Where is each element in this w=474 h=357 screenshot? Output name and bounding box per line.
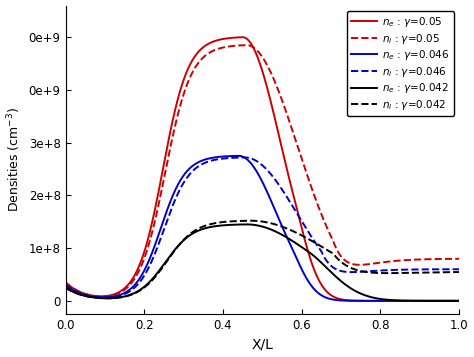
$n_e$ : $\gamma$=0.046: (0.487, 2.44e+08): $\gamma$=0.046: (0.487, 2.44e+08) (254, 170, 260, 175)
$n_i$ : $\gamma$=0.042: (0.972, 5.44e+07): $\gamma$=0.042: (0.972, 5.44e+07) (445, 270, 451, 274)
$n_i$ : $\gamma$=0.05: (1, 7.97e+07): $\gamma$=0.05: (1, 7.97e+07) (456, 257, 462, 261)
Legend: $n_e$ : $\gamma$=0.05, $n_i$ : $\gamma$=0.05, $n_e$ : $\gamma$=0.046, $n_i$ : $\: $n_e$ : $\gamma$=0.05, $n_i$ : $\gamma$=… (347, 11, 454, 116)
$n_i$ : $\gamma$=0.046: (0.487, 2.64e+08): $\gamma$=0.046: (0.487, 2.64e+08) (255, 159, 260, 164)
$n_i$ : $\gamma$=0.046: (1, 5.99e+07): $\gamma$=0.046: (1, 5.99e+07) (456, 267, 462, 271)
Line: $n_e$ : $\gamma$=0.046: $n_e$ : $\gamma$=0.046 (65, 156, 459, 301)
$n_i$ : $\gamma$=0.042: (0.46, 1.52e+08): $\gamma$=0.042: (0.46, 1.52e+08) (244, 218, 249, 223)
$n_e$ : $\gamma$=0.05: (0.971, 0.129): $\gamma$=0.05: (0.971, 0.129) (445, 299, 451, 303)
$n_i$ : $\gamma$=0.05: (0.051, 1.28e+07): $\gamma$=0.05: (0.051, 1.28e+07) (83, 292, 89, 296)
$n_i$ : $\gamma$=0.046: (0.972, 5.99e+07): $\gamma$=0.046: (0.972, 5.99e+07) (445, 267, 451, 271)
$n_i$ : $\gamma$=0.05: (0.972, 7.96e+07): $\gamma$=0.05: (0.972, 7.96e+07) (445, 257, 451, 261)
Y-axis label: Densities (cm$^{-3}$): Densities (cm$^{-3}$) (6, 107, 23, 212)
Line: $n_e$ : $\gamma$=0.05: $n_e$ : $\gamma$=0.05 (65, 37, 459, 301)
$n_e$ : $\gamma$=0.042: (0.46, 1.45e+08): $\gamma$=0.042: (0.46, 1.45e+08) (244, 222, 249, 227)
$n_i$ : $\gamma$=0.05: (0.46, 4.85e+08): $\gamma$=0.05: (0.46, 4.85e+08) (244, 43, 249, 47)
Line: $n_i$ : $\gamma$=0.042: $n_i$ : $\gamma$=0.042 (65, 221, 459, 298)
$n_i$ : $\gamma$=0.042: (0.47, 1.52e+08): $\gamma$=0.042: (0.47, 1.52e+08) (248, 218, 254, 223)
$n_e$ : $\gamma$=0.05: (0.45, 5e+08): $\gamma$=0.05: (0.45, 5e+08) (240, 35, 246, 39)
$n_e$ : $\gamma$=0.042: (0.788, 5.11e+06): $\gamma$=0.042: (0.788, 5.11e+06) (373, 296, 379, 300)
$n_e$ : $\gamma$=0.042: (1, 558): $\gamma$=0.042: (1, 558) (456, 299, 462, 303)
$n_i$ : $\gamma$=0.042: (0.051, 9.06e+06): $\gamma$=0.042: (0.051, 9.06e+06) (83, 294, 89, 298)
$n_e$ : $\gamma$=0.046: (0.44, 2.75e+08): $\gamma$=0.046: (0.44, 2.75e+08) (236, 154, 242, 158)
Line: $n_i$ : $\gamma$=0.05: $n_i$ : $\gamma$=0.05 (65, 45, 459, 296)
$n_i$ : $\gamma$=0.05: (0.487, 4.74e+08): $\gamma$=0.05: (0.487, 4.74e+08) (255, 49, 260, 53)
$n_i$ : $\gamma$=0.046: (0.461, 2.72e+08): $\gamma$=0.046: (0.461, 2.72e+08) (244, 155, 250, 160)
$n_i$ : $\gamma$=0.046: (0.455, 2.72e+08): $\gamma$=0.046: (0.455, 2.72e+08) (242, 155, 247, 160)
Line: $n_i$ : $\gamma$=0.046: $n_i$ : $\gamma$=0.046 (65, 157, 459, 298)
$n_e$ : $\gamma$=0.042: (0.971, 2.71e+03): $\gamma$=0.042: (0.971, 2.71e+03) (445, 299, 451, 303)
$n_e$ : $\gamma$=0.046: (0.788, 742): $\gamma$=0.046: (0.788, 742) (373, 299, 379, 303)
Line: $n_e$ : $\gamma$=0.042: $n_e$ : $\gamma$=0.042 (65, 225, 459, 301)
$n_e$ : $\gamma$=0.05: (1, 0.0721): $\gamma$=0.05: (1, 0.0721) (456, 299, 462, 303)
$n_i$ : $\gamma$=0.042: (0.106, 4.78e+06): $\gamma$=0.042: (0.106, 4.78e+06) (104, 296, 110, 301)
$n_e$ : $\gamma$=0.042: (0, 2.5e+07): $\gamma$=0.042: (0, 2.5e+07) (63, 286, 68, 290)
$n_e$ : $\gamma$=0.05: (0.46, 4.97e+08): $\gamma$=0.05: (0.46, 4.97e+08) (244, 36, 249, 41)
$n_e$ : $\gamma$=0.042: (0.971, 2.79e+03): $\gamma$=0.042: (0.971, 2.79e+03) (445, 299, 451, 303)
$n_e$ : $\gamma$=0.05: (0.051, 1.28e+07): $\gamma$=0.05: (0.051, 1.28e+07) (83, 292, 89, 296)
$n_i$ : $\gamma$=0.046: (0.051, 1.09e+07): $\gamma$=0.046: (0.051, 1.09e+07) (83, 293, 89, 297)
$n_e$ : $\gamma$=0.042: (0.051, 9.07e+06): $\gamma$=0.042: (0.051, 9.07e+06) (83, 294, 89, 298)
$n_i$ : $\gamma$=0.042: (0, 2.5e+07): $\gamma$=0.042: (0, 2.5e+07) (63, 286, 68, 290)
$n_e$ : $\gamma$=0.046: (0, 3e+07): $\gamma$=0.046: (0, 3e+07) (63, 283, 68, 287)
$n_e$ : $\gamma$=0.042: (0.46, 1.45e+08): $\gamma$=0.042: (0.46, 1.45e+08) (244, 222, 249, 227)
$n_i$ : $\gamma$=0.046: (0, 3e+07): $\gamma$=0.046: (0, 3e+07) (63, 283, 68, 287)
$n_i$ : $\gamma$=0.042: (0.788, 5.3e+07): $\gamma$=0.042: (0.788, 5.3e+07) (373, 271, 379, 275)
$n_i$ : $\gamma$=0.05: (0.0925, 8.26e+06): $\gamma$=0.05: (0.0925, 8.26e+06) (99, 294, 105, 298)
$n_i$ : $\gamma$=0.05: (0, 3.5e+07): $\gamma$=0.05: (0, 3.5e+07) (63, 280, 68, 285)
$n_e$ : $\gamma$=0.05: (0.971, 0.128): $\gamma$=0.05: (0.971, 0.128) (445, 299, 451, 303)
$n_i$ : $\gamma$=0.05: (0.788, 7.13e+07): $\gamma$=0.05: (0.788, 7.13e+07) (373, 261, 379, 265)
$n_e$ : $\gamma$=0.042: (0.487, 1.43e+08): $\gamma$=0.042: (0.487, 1.43e+08) (254, 223, 260, 227)
$n_e$ : $\gamma$=0.046: (0.46, 2.69e+08): $\gamma$=0.046: (0.46, 2.69e+08) (244, 157, 249, 161)
$n_i$ : $\gamma$=0.046: (0.1, 6.22e+06): $\gamma$=0.046: (0.1, 6.22e+06) (102, 296, 108, 300)
$n_e$ : $\gamma$=0.046: (0.971, 0.11): $\gamma$=0.046: (0.971, 0.11) (445, 299, 451, 303)
$n_i$ : $\gamma$=0.046: (0.971, 5.99e+07): $\gamma$=0.046: (0.971, 5.99e+07) (445, 267, 451, 271)
$n_e$ : $\gamma$=0.05: (0.788, 5.25e+03): $\gamma$=0.05: (0.788, 5.25e+03) (373, 299, 379, 303)
$n_i$ : $\gamma$=0.042: (0.971, 5.44e+07): $\gamma$=0.042: (0.971, 5.44e+07) (445, 270, 451, 274)
$n_e$ : $\gamma$=0.046: (1, 0.0618): $\gamma$=0.046: (1, 0.0618) (456, 299, 462, 303)
$n_e$ : $\gamma$=0.05: (0, 3.5e+07): $\gamma$=0.05: (0, 3.5e+07) (63, 280, 68, 285)
$n_i$ : $\gamma$=0.042: (1, 5.46e+07): $\gamma$=0.042: (1, 5.46e+07) (456, 270, 462, 274)
X-axis label: X/L: X/L (251, 337, 273, 351)
$n_e$ : $\gamma$=0.046: (0.971, 0.109): $\gamma$=0.046: (0.971, 0.109) (445, 299, 451, 303)
$n_i$ : $\gamma$=0.05: (0.971, 7.96e+07): $\gamma$=0.05: (0.971, 7.96e+07) (445, 257, 451, 261)
$n_e$ : $\gamma$=0.05: (0.487, 4.64e+08): $\gamma$=0.05: (0.487, 4.64e+08) (254, 54, 260, 58)
$n_i$ : $\gamma$=0.042: (0.487, 1.51e+08): $\gamma$=0.042: (0.487, 1.51e+08) (255, 219, 260, 223)
$n_i$ : $\gamma$=0.046: (0.788, 5.7e+07): $\gamma$=0.046: (0.788, 5.7e+07) (373, 269, 379, 273)
$n_e$ : $\gamma$=0.046: (0.051, 1.09e+07): $\gamma$=0.046: (0.051, 1.09e+07) (83, 293, 89, 297)
$n_i$ : $\gamma$=0.05: (0.461, 4.85e+08): $\gamma$=0.05: (0.461, 4.85e+08) (244, 43, 250, 47)
